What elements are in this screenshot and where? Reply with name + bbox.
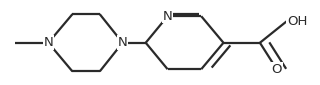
Text: OH: OH <box>287 15 307 28</box>
Text: N: N <box>44 36 53 49</box>
Text: N: N <box>118 36 127 49</box>
Text: O: O <box>271 63 282 76</box>
Text: N: N <box>163 10 172 23</box>
